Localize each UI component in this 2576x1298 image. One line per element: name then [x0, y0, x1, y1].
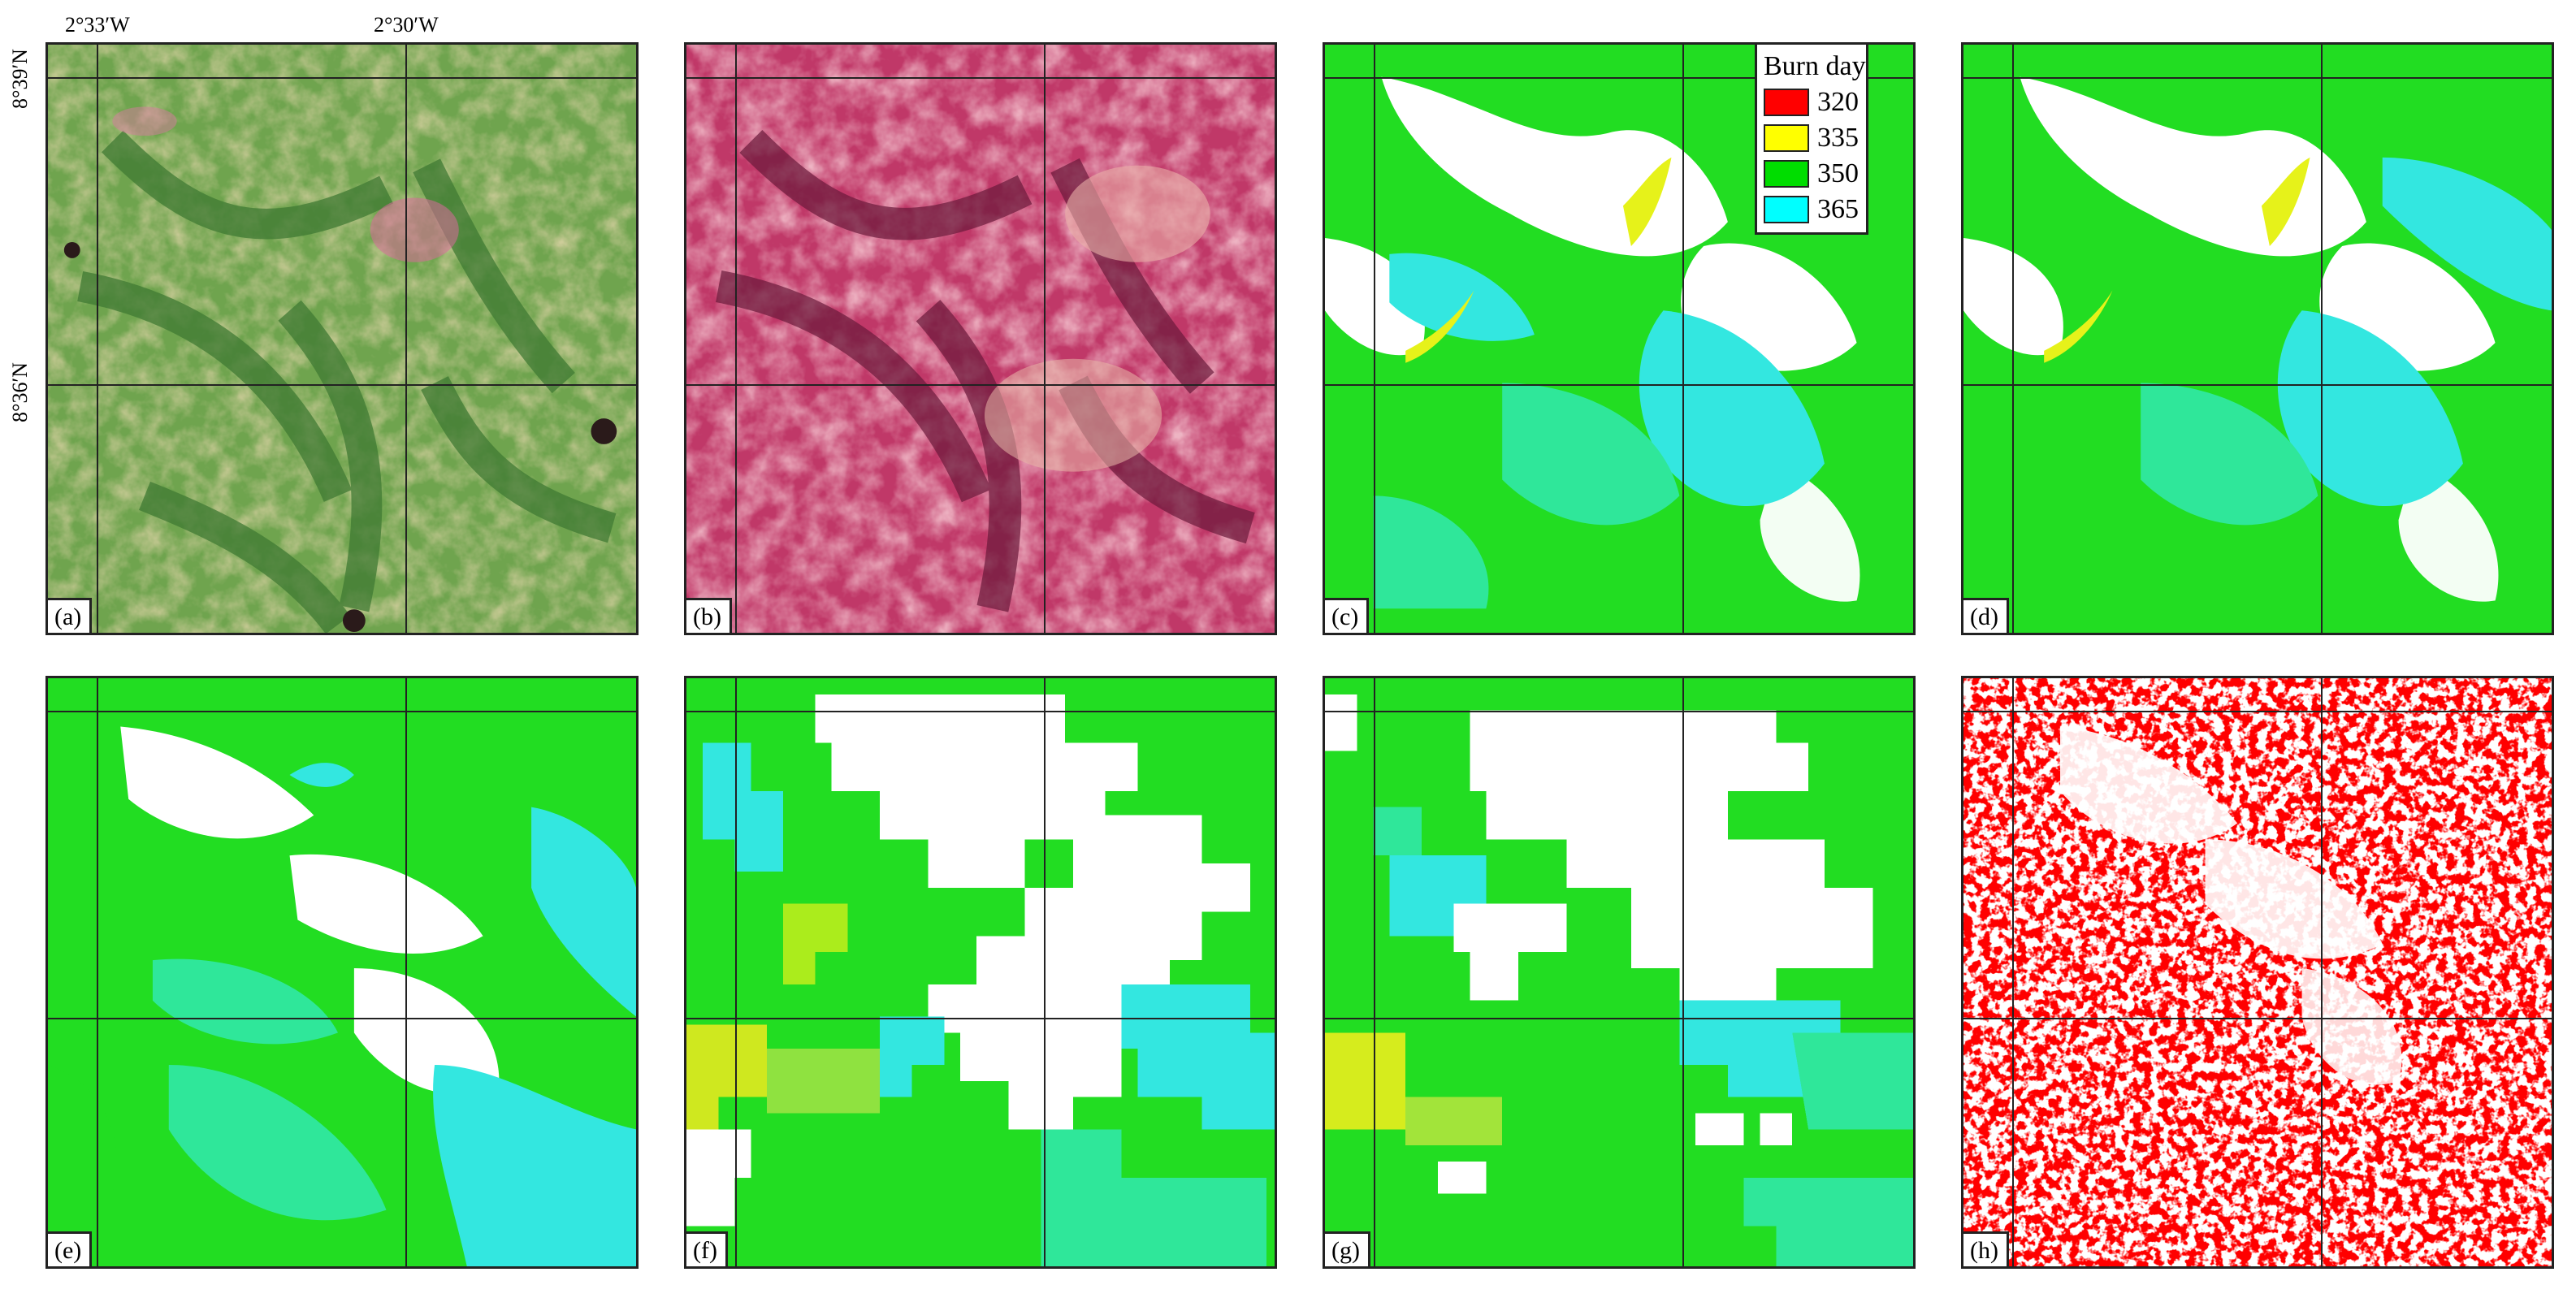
grid-line-vertical	[1374, 678, 1375, 1266]
panel-label-d: (d)	[1963, 598, 2009, 633]
grid-line-vertical	[1374, 45, 1375, 633]
lon-label-left: 2°33′W	[65, 13, 130, 37]
lat-label-bottom: 8°36′N	[7, 362, 32, 422]
grid-line-vertical	[2321, 45, 2323, 633]
grid-line-vertical	[97, 678, 98, 1266]
grid-line-horizontal	[1325, 1018, 1913, 1019]
panel-d: (d)	[1961, 42, 2554, 635]
grid-line-vertical	[2012, 45, 2014, 633]
panel-h: (h)	[1961, 676, 2554, 1269]
grid-line-vertical	[1682, 45, 1684, 633]
panel-a-image	[48, 45, 636, 633]
grid-line-vertical	[405, 45, 407, 633]
grid-line-horizontal	[48, 77, 636, 79]
panel-label-a: (a)	[48, 598, 93, 633]
panel-a: (a)	[45, 42, 639, 635]
panel-label-f: (f)	[686, 1231, 728, 1266]
legend-title: Burn day	[1764, 51, 1866, 81]
panel-label-b: (b)	[686, 598, 732, 633]
legend-swatch	[1764, 89, 1809, 117]
panel-e-image	[48, 678, 636, 1266]
grid-line-horizontal	[48, 711, 636, 712]
legend-value: 350	[1817, 158, 1859, 189]
burn-day-legend: Burn day 320 335 350 365	[1755, 42, 1868, 236]
panel-c-image	[1325, 45, 1913, 633]
grid-line-vertical	[97, 45, 98, 633]
legend-entry: 365	[1764, 192, 1859, 227]
grid-line-horizontal	[48, 1018, 636, 1019]
grid-line-vertical	[405, 678, 407, 1266]
grid-line-horizontal	[1963, 384, 2552, 386]
panel-b-image	[686, 45, 1275, 633]
panel-g: (g)	[1323, 676, 1916, 1269]
panel-b: (b)	[684, 42, 1277, 635]
grid-line-horizontal	[686, 1018, 1275, 1019]
grid-line-vertical	[1682, 678, 1684, 1266]
legend-value: 320	[1817, 87, 1859, 118]
grid-line-horizontal	[1325, 77, 1913, 79]
grid-line-vertical	[2012, 678, 2014, 1266]
legend-entry: 335	[1764, 120, 1859, 156]
grid-line-horizontal	[686, 711, 1275, 712]
panel-label-g: (g)	[1325, 1231, 1370, 1266]
grid-line-vertical	[1044, 678, 1046, 1266]
panel-label-c: (c)	[1325, 598, 1370, 633]
legend-entry: 350	[1764, 156, 1859, 192]
lon-label-right: 2°30′W	[374, 13, 439, 37]
legend-swatch	[1764, 196, 1809, 224]
grid-line-vertical	[735, 45, 737, 633]
grid-line-horizontal	[686, 384, 1275, 386]
panel-e: (e)	[45, 676, 639, 1269]
panel-label-e: (e)	[48, 1231, 93, 1266]
legend-value: 365	[1817, 194, 1859, 225]
grid-line-horizontal	[1963, 711, 2552, 712]
panel-f-image	[686, 678, 1275, 1266]
panel-g-image	[1325, 678, 1913, 1266]
legend-entry: 320	[1764, 84, 1859, 120]
grid-line-vertical	[2321, 678, 2323, 1266]
grid-line-vertical	[735, 678, 737, 1266]
panel-d-image	[1963, 45, 2552, 633]
panel-h-image	[1963, 678, 2552, 1266]
panel-f: (f)	[684, 676, 1277, 1269]
grid-line-horizontal	[686, 77, 1275, 79]
legend-swatch	[1764, 124, 1809, 153]
grid-line-horizontal	[1963, 77, 2552, 79]
legend-value: 335	[1817, 123, 1859, 154]
lat-label-top: 8°39′N	[7, 49, 32, 109]
grid-line-horizontal	[1325, 384, 1913, 386]
grid-line-horizontal	[1963, 1018, 2552, 1019]
grid-line-vertical	[1044, 45, 1046, 633]
panel-label-h: (h)	[1963, 1231, 2009, 1266]
grid-line-horizontal	[48, 384, 636, 386]
grid-line-horizontal	[1325, 711, 1913, 712]
legend-swatch	[1764, 160, 1809, 188]
